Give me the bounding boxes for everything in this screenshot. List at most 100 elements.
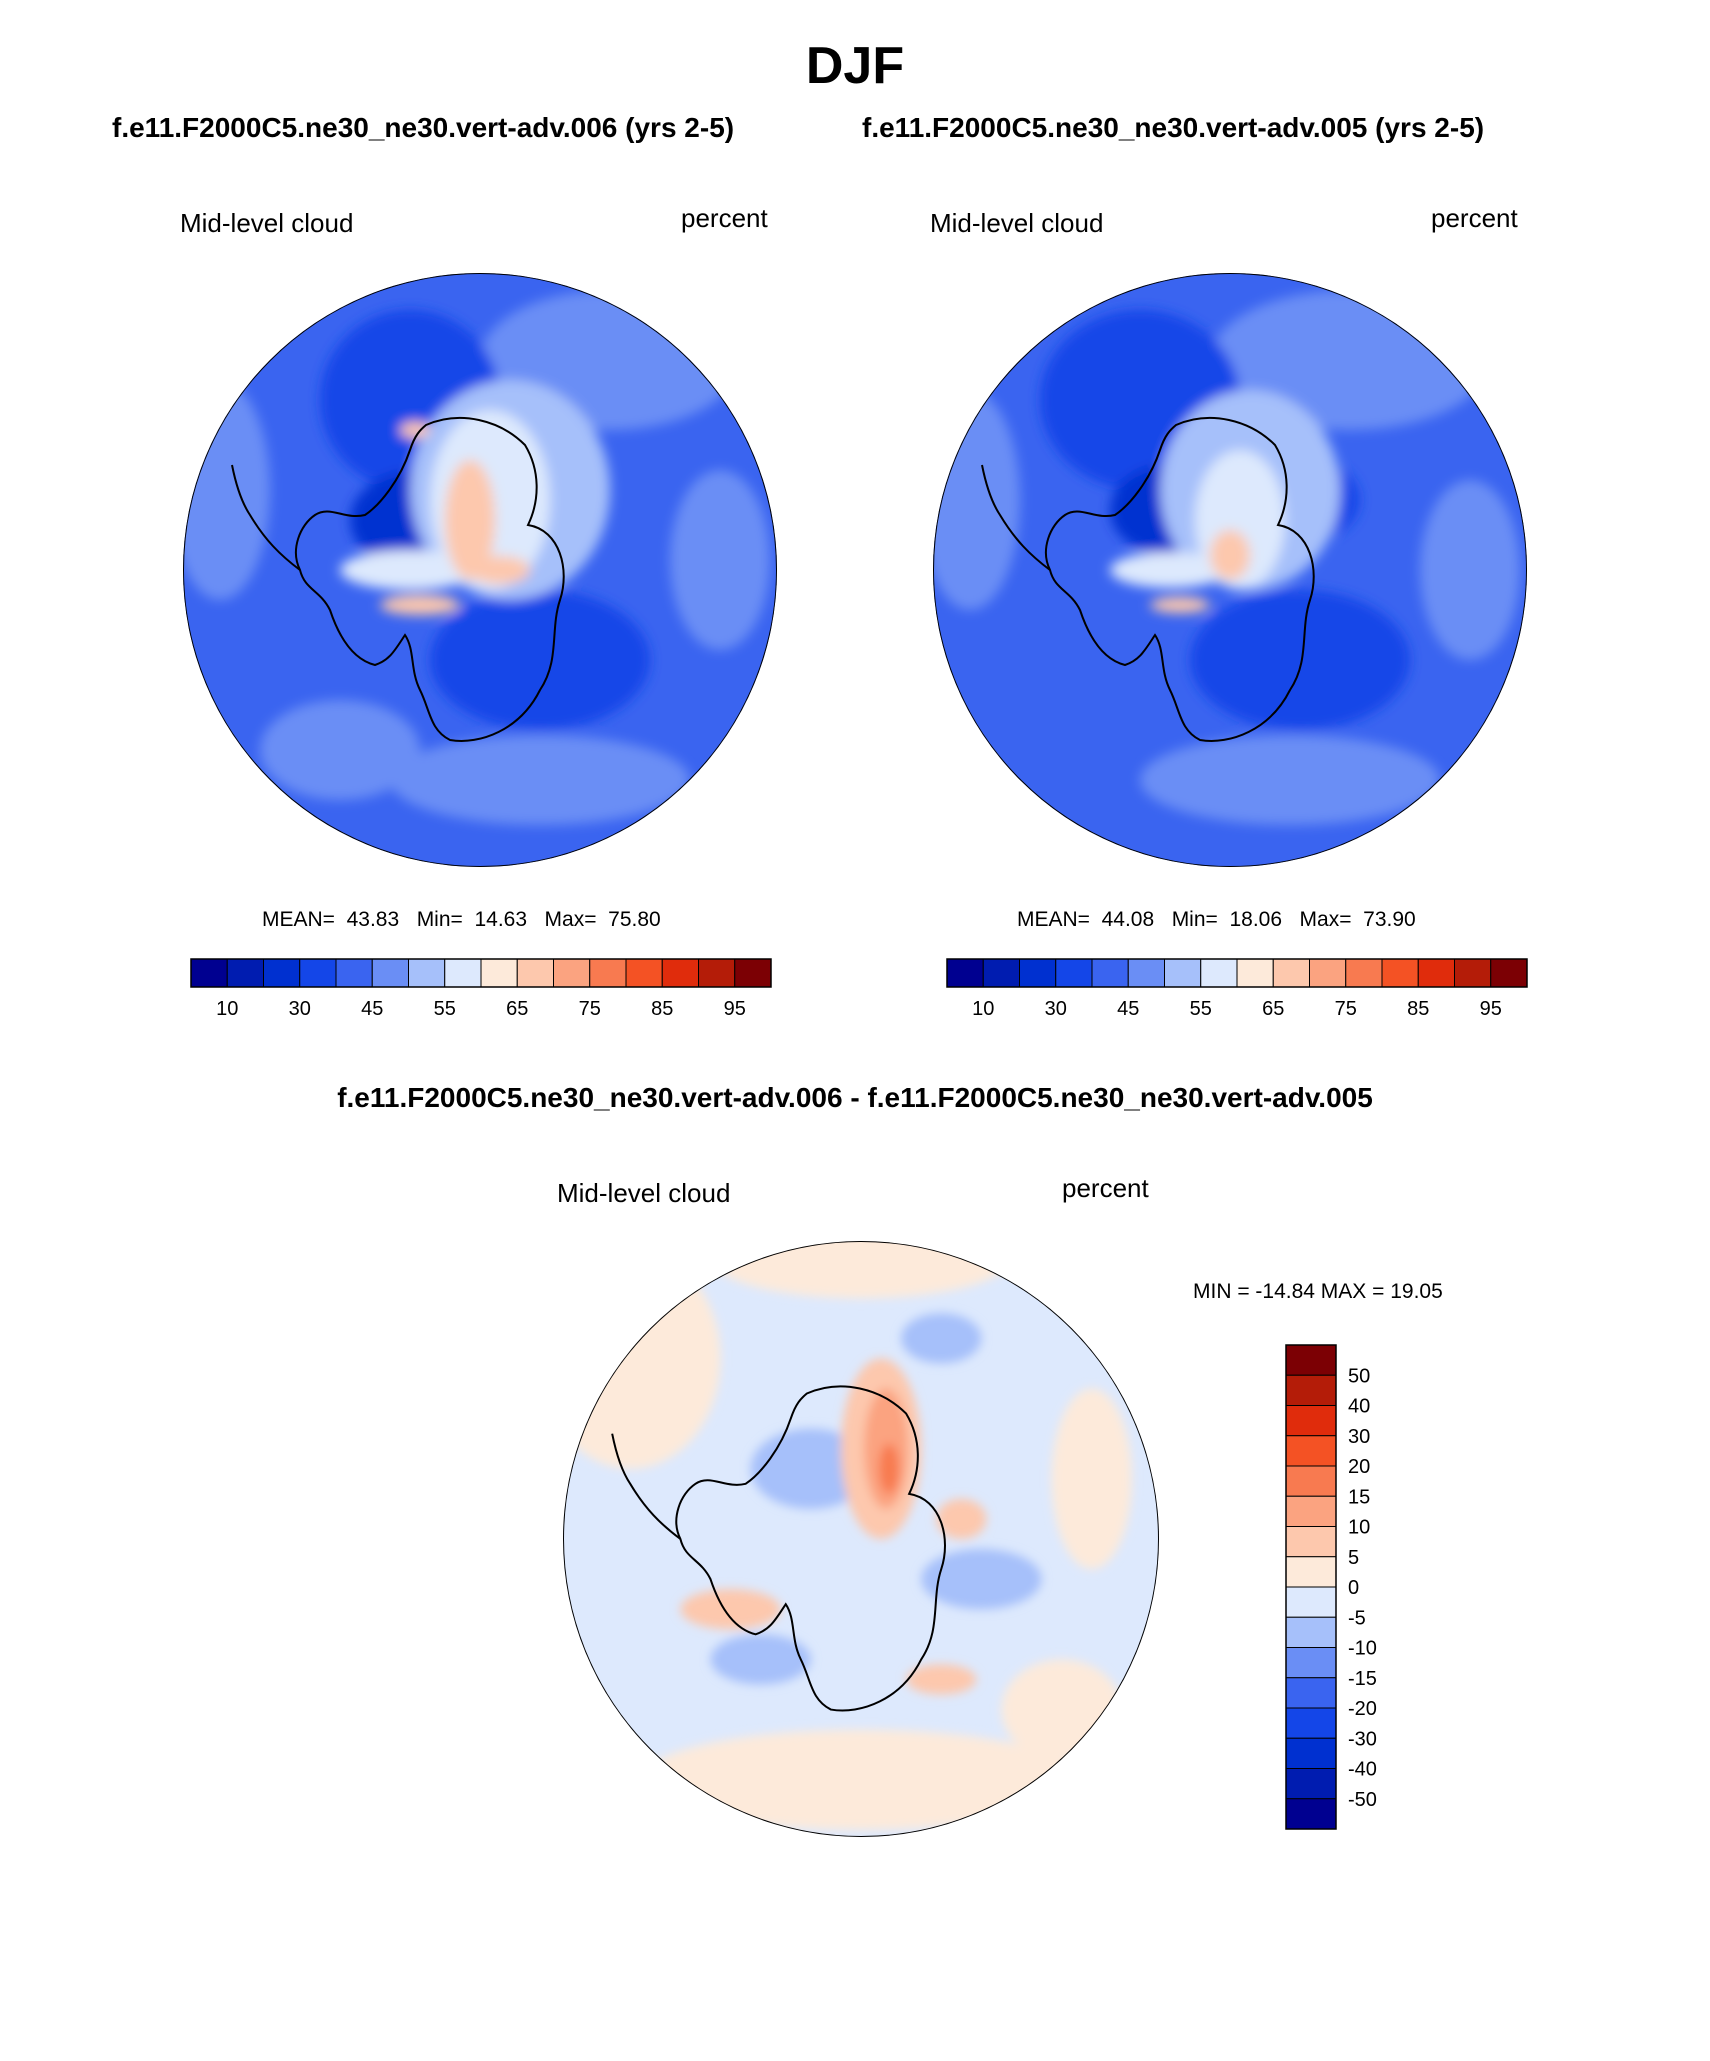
diff-colorbar-swatch <box>1285 1526 1337 1558</box>
diff-colorbar-tick-label: 10 <box>1348 1517 1370 1539</box>
right-min-value: 18.06 <box>1229 908 1283 931</box>
right-colorbar-swatch <box>1490 958 1528 988</box>
diff-colorbar-tick-label: -10 <box>1348 1638 1377 1660</box>
diff-colorbar-swatch <box>1285 1465 1337 1497</box>
left-colorbar: 10 30 45 55 65 75 85 95 <box>190 958 772 1020</box>
right-colorbar-tick-label: 30 <box>1045 998 1067 1020</box>
left-min-label: Min= <box>416 908 463 931</box>
diff-units-label: percent <box>1062 1173 1149 1203</box>
left-max-label: Max= <box>544 908 597 931</box>
diff-colorbar-tick-label: 30 <box>1348 1426 1370 1448</box>
right-mean-label: MEAN= <box>1017 908 1090 931</box>
right-region-ocean-light-east <box>1420 480 1520 660</box>
right-colorbar-tick-label: 75 <box>1335 998 1357 1020</box>
right-colorbar-swatch <box>1381 958 1419 988</box>
left-coastline <box>295 417 565 742</box>
right-max-value: 73.90 <box>1363 908 1416 931</box>
left-colorbar-swatch <box>335 958 373 988</box>
diff-region-pos-east <box>1051 1388 1132 1570</box>
left-colorbar-tick-label: 45 <box>361 998 383 1020</box>
diff-colorbar-swatch <box>1285 1677 1337 1709</box>
left-region-warm-dome <box>445 460 495 580</box>
right-colorbar-swatch <box>982 958 1020 988</box>
diff-region-pos-southeast <box>1001 1659 1122 1760</box>
diff-colorbar-swatch <box>1285 1647 1337 1679</box>
left-region-warm-ridge <box>380 595 460 615</box>
left-region-warm-arm <box>470 556 530 584</box>
left-colorbar-swatch <box>371 958 409 988</box>
right-stats: MEAN= 44.08 Min= 18.06 Max= 73.90 <box>1017 908 1416 932</box>
right-region-dark-center <box>1190 590 1410 730</box>
diff-colorbar-swatch <box>1285 1586 1337 1618</box>
right-colorbar-tick-label: 85 <box>1407 998 1429 1020</box>
right-colorbar-tick-label: 55 <box>1190 998 1212 1020</box>
right-min-label: Min= <box>1171 908 1218 931</box>
right-colorbar-tick-label: 10 <box>972 998 994 1020</box>
right-variable-label: Mid-level cloud <box>930 208 1104 238</box>
left-region-warm-north <box>400 422 430 438</box>
right-polar-map <box>933 273 1527 867</box>
right-region-pale-arm <box>1110 552 1230 588</box>
diff-region-pos-north <box>710 1241 1012 1299</box>
diff-colorbar-tick-label: -15 <box>1348 1668 1377 1690</box>
left-polar-map <box>183 273 777 867</box>
figure-title: DJF <box>805 37 905 95</box>
right-colorbar-tick-label: 95 <box>1480 998 1502 1020</box>
diff-colorbar-swatch <box>1285 1798 1337 1830</box>
diff-colorbar-tick-label: -20 <box>1348 1698 1377 1720</box>
diff-colorbar-frame <box>1285 1344 1337 1830</box>
right-colorbar-swatch <box>1127 958 1165 988</box>
left-region-pale-arm <box>340 550 480 590</box>
diff-colorbar-tick-label: -30 <box>1348 1728 1377 1750</box>
diff-region-neg-center <box>921 1549 1042 1610</box>
left-peninsula <box>231 464 301 571</box>
right-colorbar-swatch <box>1019 958 1057 988</box>
diff-minmax: MIN = -14.84 MAX = 19.05 <box>1193 1280 1443 1303</box>
left-units-label: percent <box>681 203 768 233</box>
right-colorbar-swatch <box>1417 958 1455 988</box>
right-colorbar: 10 30 45 55 65 75 85 95 <box>946 958 1528 1020</box>
right-region-warm-dome <box>1210 530 1250 580</box>
left-region-dark-center <box>430 590 650 730</box>
diff-colorbar-swatch <box>1285 1616 1337 1648</box>
diff-colorbar-tick-label: 50 <box>1348 1365 1370 1387</box>
left-colorbar-swatch <box>480 958 518 988</box>
right-colorbar-swatch <box>1236 958 1274 988</box>
left-stats: MEAN= 43.83 Min= 14.63 Max= 75.80 <box>262 908 661 932</box>
diff-polar-map <box>563 1241 1159 1837</box>
right-max-label: Max= <box>1299 908 1352 931</box>
right-colorbar-tick-label: 45 <box>1117 998 1139 1020</box>
left-region-ocean-light-east <box>670 470 770 650</box>
right-colorbar-swatch <box>1345 958 1383 988</box>
right-colorbar-swatch <box>1164 958 1202 988</box>
right-colorbar-swatch <box>1200 958 1238 988</box>
right-coastline <box>1045 417 1315 742</box>
right-panel-subtitle: f.e11.F2000C5.ne30_ne30.vert-adv.005 (yr… <box>862 112 1485 143</box>
right-colorbar-tick-label: 65 <box>1262 998 1284 1020</box>
right-mean-value: 44.08 <box>1101 908 1155 931</box>
left-colorbar-swatch <box>516 958 554 988</box>
left-colorbar-tick-label: 95 <box>724 998 746 1020</box>
right-peninsula <box>981 464 1051 571</box>
left-region-ocean-light-south <box>390 735 690 825</box>
diff-colorbar-swatch <box>1285 1495 1337 1527</box>
left-variable-label: Mid-level cloud <box>180 208 354 238</box>
diff-colorbar-swatch <box>1285 1405 1337 1437</box>
left-colorbar-tick-label: 75 <box>579 998 601 1020</box>
left-region-ocean-light-southwest <box>260 700 420 800</box>
diff-colorbar-tick-label: 15 <box>1348 1486 1370 1508</box>
diff-colorbar-swatch <box>1285 1768 1337 1800</box>
right-region-warm-ridge <box>1150 597 1210 613</box>
left-colorbar-swatch <box>698 958 736 988</box>
left-colorbar-swatch <box>661 958 699 988</box>
right-region-ocean-light-south <box>1140 735 1440 825</box>
diff-colorbar-swatch <box>1285 1707 1337 1739</box>
left-mean-value: 43.83 <box>346 908 400 931</box>
diff-colorbar-tick-label: 5 <box>1348 1547 1359 1569</box>
right-colorbar-swatch <box>1091 958 1129 988</box>
left-colorbar-swatch <box>408 958 446 988</box>
left-panel-subtitle: f.e11.F2000C5.ne30_ne30.vert-adv.006 (yr… <box>112 112 735 143</box>
left-colorbar-tick-label: 85 <box>651 998 673 1020</box>
diff-peninsula <box>611 1433 682 1540</box>
diff-region-pos-south <box>640 1729 1082 1830</box>
